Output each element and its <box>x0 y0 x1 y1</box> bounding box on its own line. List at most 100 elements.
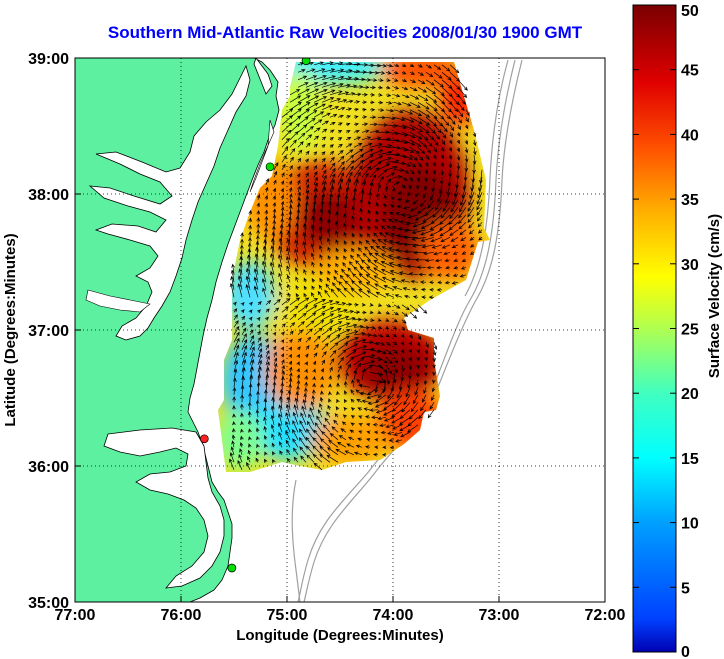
velocity-arrow <box>240 384 245 395</box>
velocity-arrow <box>450 199 459 213</box>
velocity-arrow <box>353 451 363 456</box>
velocity-arrow <box>408 341 413 346</box>
velocity-arrow <box>296 361 300 366</box>
velocity-arrow <box>313 75 327 81</box>
velocity-arrow <box>385 349 392 355</box>
velocity-arrow <box>359 266 371 276</box>
velocity-arrow <box>441 124 448 133</box>
velocity-arrow <box>320 200 325 215</box>
velocity-arrow <box>369 341 380 346</box>
velocity-arrow <box>350 415 356 419</box>
velocity-arrow <box>390 204 395 209</box>
velocity-arrow <box>321 300 334 306</box>
velocity-arrow <box>432 349 437 356</box>
velocity-arrow <box>436 273 443 277</box>
velocity-arrow <box>264 215 269 223</box>
velocity-arrow <box>446 184 451 196</box>
bathymetry-contours <box>291 59 523 602</box>
velocity-arrow <box>249 352 255 365</box>
velocity-arrow <box>385 63 393 68</box>
velocity-arrow <box>425 139 433 147</box>
velocity-arrow <box>345 349 357 358</box>
velocity-arrow <box>375 394 387 403</box>
velocity-arrow <box>229 282 235 298</box>
velocity-arrow <box>448 162 453 169</box>
velocity-arrow <box>329 179 335 193</box>
velocity-arrow <box>246 254 251 268</box>
velocity-arrow <box>417 132 429 141</box>
velocity-arrow <box>449 132 453 138</box>
velocity-arrow <box>320 367 325 373</box>
velocity-arrow <box>392 333 398 338</box>
velocity-arrow <box>305 117 316 126</box>
velocity-arrow <box>393 63 400 68</box>
velocity-arrow <box>384 232 395 238</box>
velocity-arrow <box>410 279 419 284</box>
velocity-arrow <box>256 443 260 448</box>
velocity-arrow <box>351 247 355 253</box>
velocity-arrow <box>313 327 323 336</box>
velocity-arrow <box>377 100 384 105</box>
velocity-arrow <box>422 192 427 200</box>
velocity-arrow <box>329 173 336 185</box>
velocity-arrow <box>321 351 327 358</box>
velocity-arrow <box>289 199 293 208</box>
grid-lines <box>75 58 605 602</box>
velocity-arrow <box>375 192 380 200</box>
velocity-arrow <box>377 85 383 90</box>
velocity-arrow <box>313 312 326 321</box>
velocity-arrow <box>270 280 275 290</box>
velocity-arrow <box>373 260 387 268</box>
velocity-arrow <box>388 438 395 442</box>
velocity-arrow <box>408 184 412 190</box>
velocity-arrow <box>448 169 452 178</box>
velocity-arrow <box>289 123 301 133</box>
velocity-arrow <box>297 312 307 321</box>
velocity-arrow <box>408 364 413 371</box>
velocity-arrow <box>233 359 239 373</box>
velocity-arrow <box>393 78 399 82</box>
velocity-arrow <box>365 422 371 427</box>
velocity-arrow <box>457 214 467 225</box>
velocity-arrow <box>319 396 324 403</box>
velocity-arrow <box>281 129 292 141</box>
station-marker <box>227 563 237 573</box>
velocity-arrow <box>288 216 292 230</box>
velocity-arrow <box>305 142 311 148</box>
velocity-arrow <box>381 276 395 283</box>
velocity-arrow <box>321 186 327 200</box>
velocity-arrow <box>476 192 483 205</box>
velocity-arrow <box>377 108 385 112</box>
velocity-arrow <box>248 301 253 306</box>
velocity-arrow <box>401 109 414 115</box>
velocity-arrow <box>281 172 285 178</box>
velocity-arrow <box>338 435 347 441</box>
velocity-arrow <box>417 154 424 161</box>
velocity-arrow <box>369 325 376 330</box>
velocity-arrow <box>297 305 309 313</box>
velocity-arrow <box>305 320 315 328</box>
velocity-arrow <box>263 425 268 433</box>
velocity-arrow <box>324 289 331 298</box>
velocity-arrow <box>233 377 237 388</box>
velocity-arrow <box>264 331 269 336</box>
velocity-arrow <box>321 120 330 126</box>
velocity-arrow <box>263 434 268 440</box>
velocity-arrow <box>452 273 459 277</box>
x-tick-label: 76:00 <box>161 607 202 624</box>
velocity-arrow <box>380 261 395 268</box>
velocity-arrow <box>312 368 316 373</box>
velocity-arrow <box>408 272 419 276</box>
velocity-arrow <box>306 428 315 441</box>
velocity-arrow <box>257 330 261 335</box>
velocity-arrow <box>336 398 340 404</box>
velocity-arrow <box>469 236 475 241</box>
velocity-arrow <box>379 232 387 238</box>
velocity-arrow <box>394 394 403 406</box>
velocity-arrow <box>353 115 359 119</box>
velocity-arrow <box>425 72 434 78</box>
velocity-arrow <box>321 169 327 178</box>
velocity-arrow <box>288 383 292 395</box>
velocity-arrow <box>431 184 436 193</box>
velocity-arrow <box>401 131 416 139</box>
